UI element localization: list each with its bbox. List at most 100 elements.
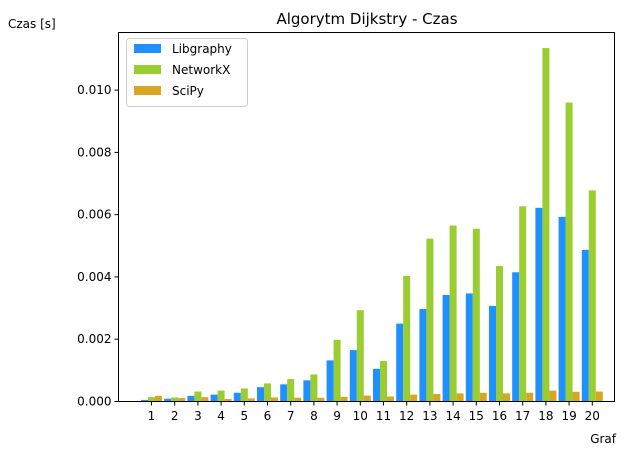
bar-libgraphy-4 [210, 394, 218, 402]
bar-libgraphy-12 [396, 323, 404, 402]
x-tick-label: 2 [171, 409, 179, 423]
bar-scipy-18 [549, 390, 557, 402]
y-tick-label: 0.008 [77, 145, 111, 159]
x-axis-title: Graf [590, 432, 617, 446]
bar-scipy-14 [456, 393, 464, 402]
bar-scipy-13 [433, 394, 441, 402]
y-tick-label: 0.006 [77, 208, 111, 222]
x-tick-label: 10 [353, 409, 368, 423]
bar-networkx-12 [403, 276, 411, 402]
bar-networkx-19 [565, 102, 573, 402]
bar-scipy-20 [595, 391, 603, 402]
bar-libgraphy-14 [442, 295, 450, 402]
bar-scipy-8 [317, 397, 325, 402]
bar-scipy-11 [387, 396, 394, 402]
bar-libgraphy-7 [280, 384, 288, 402]
bar-networkx-8 [310, 374, 318, 402]
bar-scipy-4 [224, 399, 232, 402]
bar-libgraphy-16 [489, 305, 496, 402]
chart-title: Algorytm Dijkstry - Czas [276, 10, 457, 28]
x-tick-label: 1 [148, 409, 156, 423]
bar-scipy-5 [247, 398, 255, 402]
bar-libgraphy-17 [512, 272, 520, 402]
bar-networkx-6 [264, 383, 271, 402]
bar-networkx-17 [519, 206, 527, 402]
bar-scipy-9 [340, 396, 348, 402]
bar-libgraphy-19 [558, 216, 566, 402]
x-tick-label: 7 [287, 409, 295, 423]
x-tick-label: 11 [376, 409, 391, 423]
y-tick-label: 0.004 [77, 270, 111, 284]
bar-scipy-3 [201, 397, 209, 402]
bar-libgraphy-9 [326, 360, 334, 402]
bar-libgraphy-18 [535, 207, 543, 402]
bar-networkx-9 [333, 339, 341, 402]
y-tick-label: 0.002 [77, 332, 111, 346]
bar-networkx-16 [496, 266, 503, 402]
bar-scipy-2 [178, 398, 186, 402]
legend-swatch-libgraphy [134, 44, 161, 53]
bar-libgraphy-15 [465, 293, 473, 402]
plot-frame [118, 32, 615, 402]
bar-libgraphy-10 [349, 350, 357, 402]
x-tick-label: 4 [217, 409, 225, 423]
bar-networkx-15 [472, 228, 480, 402]
x-tick-label: 14 [445, 409, 460, 423]
bar-networkx-4 [217, 390, 225, 402]
bar-scipy-12 [410, 394, 418, 402]
bar-scipy-6 [271, 397, 278, 402]
y-tick-label: 0.010 [77, 83, 111, 97]
bar-scipy-16 [503, 393, 510, 402]
bar-networkx-11 [380, 361, 387, 402]
bar-networkx-13 [426, 238, 434, 402]
bar-networkx-14 [449, 225, 457, 402]
x-tick-label: 18 [538, 409, 553, 423]
bar-scipy-19 [572, 391, 580, 402]
x-tick-label: 13 [422, 409, 437, 423]
legend-swatch-networkx [134, 65, 161, 74]
bar-scipy-17 [526, 392, 534, 402]
bar-networkx-3 [194, 391, 202, 402]
bar-networkx-2 [171, 397, 179, 402]
x-tick-label: 3 [194, 409, 202, 423]
y-tick-label: 0.000 [77, 395, 111, 409]
bar-libgraphy-1 [141, 399, 148, 402]
x-tick-label: 12 [399, 409, 414, 423]
bar-networkx-7 [287, 379, 295, 402]
bar-libgraphy-8 [303, 380, 311, 402]
x-tick-label: 8 [310, 409, 318, 423]
bar-libgraphy-13 [419, 309, 427, 402]
bar-scipy-15 [479, 392, 487, 402]
bar-libgraphy-2 [164, 398, 172, 402]
x-axis: 1 2 3 4 5 6 7 8 9 10 11 12 13 14 15 16 17 18 19 20 [148, 401, 600, 423]
x-tick-label: 16 [492, 409, 507, 423]
x-tick-label: 17 [515, 409, 530, 423]
legend-label-networkx: NetworkX [172, 63, 230, 77]
x-tick-label: 6 [264, 409, 272, 423]
legend: Libgraphy NetworkX SciPy [126, 38, 248, 107]
x-tick-label: 5 [240, 409, 248, 423]
x-tick-label: 20 [585, 409, 600, 423]
bar-networkx-1 [148, 397, 155, 402]
bar-group [141, 48, 603, 402]
bar-libgraphy-3 [187, 395, 195, 402]
bar-libgraphy-20 [581, 249, 589, 402]
bar-networkx-18 [542, 48, 550, 402]
bar-libgraphy-6 [257, 387, 264, 402]
bar-libgraphy-5 [233, 392, 241, 402]
x-tick-label: 19 [561, 409, 576, 423]
x-tick-label: 15 [469, 409, 484, 423]
legend-label-scipy: SciPy [172, 84, 204, 98]
bar-libgraphy-11 [373, 368, 380, 402]
bar-networkx-20 [588, 190, 596, 402]
legend-swatch-scipy [134, 86, 161, 95]
legend-label-libgraphy: Libgraphy [172, 42, 232, 56]
bar-scipy-7 [294, 397, 302, 402]
bar-networkx-10 [356, 310, 364, 402]
x-tick-label: 9 [333, 409, 341, 423]
bar-scipy-10 [363, 395, 371, 402]
bar-networkx-5 [240, 388, 248, 402]
y-axis: 0.000 0.002 0.004 0.006 0.008 0.010 [77, 83, 119, 409]
y-axis-title: Czas [s] [8, 17, 56, 31]
